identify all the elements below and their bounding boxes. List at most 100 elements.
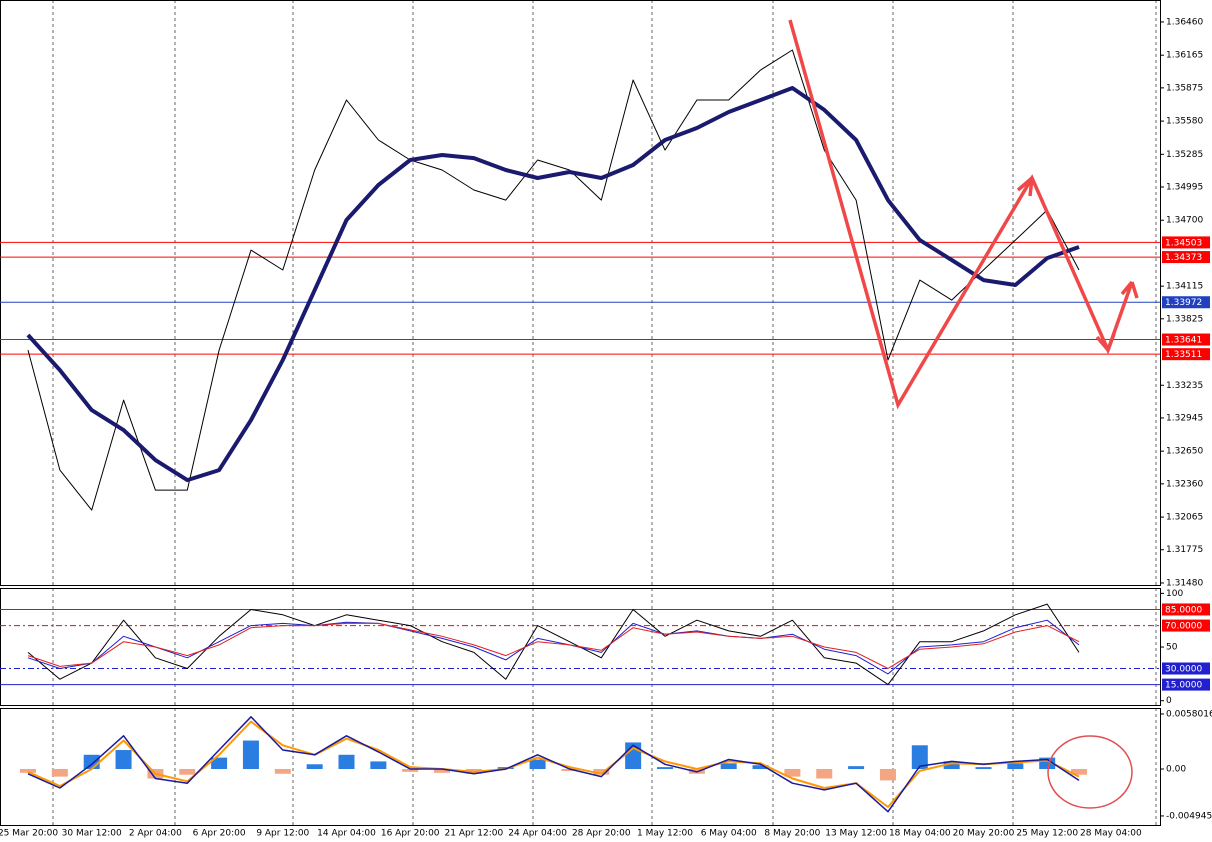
- histogram-bar: [848, 766, 865, 770]
- y-tick-label: 1.36165: [1166, 51, 1203, 61]
- x-tick-label: 8 May 20:00: [764, 829, 820, 839]
- level-tag-label: 1.33641: [1165, 336, 1202, 346]
- histogram-bar: [657, 767, 673, 770]
- x-tick-label: 24 Apr 04:00: [508, 829, 567, 839]
- level-tag: 1.34503: [1162, 236, 1210, 249]
- level-tag: 1.33972: [1162, 296, 1210, 309]
- x-tick-label: 25 Mar 20:00: [0, 829, 58, 839]
- pane-frame: [0, 0, 1161, 586]
- y-tick-label: 100: [1166, 589, 1183, 599]
- level-tag-box: [1162, 348, 1210, 361]
- y-tick-label: 1.34700: [1166, 216, 1203, 226]
- y-tick-label: 1.34995: [1166, 183, 1203, 193]
- level-tag: 1.34373: [1162, 251, 1210, 264]
- annotations: [788, 19, 1139, 809]
- level-tag: 85.0000: [1162, 603, 1210, 616]
- histogram-bar: [975, 767, 992, 770]
- series-line: [26, 86, 1080, 483]
- level-tag-box: [1162, 236, 1210, 249]
- x-tick-label: 18 May 04:00: [889, 829, 951, 839]
- y-tick-label: 1.34115: [1166, 282, 1203, 292]
- histogram-bar: [720, 763, 737, 770]
- histogram-bar: [625, 742, 642, 770]
- y-tick-label: 0: [1166, 696, 1172, 706]
- y-tick-label: 0.0058016: [1166, 709, 1212, 719]
- x-tick-label: 25 May 12:00: [1016, 829, 1078, 839]
- y-tick-label: 1.32650: [1166, 447, 1203, 457]
- level-tag-label: 1.33511: [1165, 350, 1202, 360]
- level-tag-label: 15.0000: [1165, 681, 1202, 691]
- x-tick-label: 1 May 12:00: [637, 829, 693, 839]
- histogram-bar: [306, 764, 323, 770]
- level-tag-label: 1.34503: [1165, 238, 1202, 248]
- level-tag: 1.33511: [1162, 348, 1210, 361]
- y-tick-label: 0.00: [1166, 765, 1186, 775]
- histogram-bar: [211, 757, 228, 770]
- x-tick-label: 20 May 20:00: [953, 829, 1015, 839]
- level-tag-label: 30.0000: [1165, 665, 1202, 675]
- histogram-bar: [51, 769, 68, 777]
- histogram-bar: [593, 769, 610, 775]
- x-tick-label: 2 Apr 04:00: [129, 829, 182, 839]
- histogram-bar: [1007, 763, 1024, 770]
- histogram-bar: [752, 765, 769, 770]
- arrow-heads: [1016, 176, 1139, 352]
- y-tick-label: 1.31775: [1166, 545, 1203, 555]
- y-tick-label: 1.33235: [1166, 381, 1203, 391]
- x-tick-label: 21 Apr 12:00: [445, 829, 504, 839]
- level-tag-box: [1162, 603, 1210, 616]
- y-tick-label: 1.36460: [1166, 17, 1203, 27]
- x-tick-label: 6 Apr 20:00: [193, 829, 246, 839]
- x-tick-label: 13 May 12:00: [825, 829, 887, 839]
- x-tick-label: 16 Apr 20:00: [381, 829, 440, 839]
- pane-frame: [0, 708, 1161, 826]
- level-tag-box: [1162, 662, 1210, 675]
- level-tag: 1.33641: [1162, 333, 1210, 346]
- level-tag-box: [1162, 296, 1210, 309]
- y-tick-label: 1.32065: [1166, 513, 1203, 523]
- histogram-bar: [83, 754, 100, 770]
- level-tag-label: 1.33972: [1165, 298, 1202, 308]
- histogram-bar: [943, 761, 960, 770]
- histogram-bar: [115, 750, 132, 770]
- y-tick-label: 1.32360: [1166, 479, 1203, 489]
- x-tick-label: 28 May 04:00: [1080, 829, 1142, 839]
- level-tag: 15.0000: [1162, 678, 1210, 691]
- x-tick-label: 28 Apr 20:00: [572, 829, 631, 839]
- level-tag-label: 1.34373: [1165, 253, 1202, 263]
- level-tag-box: [1162, 251, 1210, 264]
- level-tag-box: [1162, 619, 1210, 632]
- histogram-bar: [402, 769, 419, 772]
- histogram-bar: [20, 769, 36, 773]
- y-tick-label: -0.004945: [1166, 811, 1212, 821]
- histogram-bar: [816, 769, 833, 779]
- histogram-bar: [784, 769, 801, 777]
- level-tag-label: 70.0000: [1165, 622, 1202, 632]
- level-tag-label: 85.0000: [1165, 605, 1202, 615]
- histogram-bar: [1071, 769, 1088, 775]
- y-tick-label: 1.35875: [1166, 83, 1203, 93]
- x-tick-label: 9 Apr 12:00: [256, 829, 309, 839]
- y-tick-label: 1.35285: [1166, 150, 1203, 160]
- level-tag: 30.0000: [1162, 662, 1210, 675]
- histogram-bar: [242, 740, 259, 770]
- x-tick-label: 6 May 04:00: [701, 829, 757, 839]
- histogram-bar: [370, 761, 387, 770]
- histogram-bar: [911, 745, 928, 770]
- x-tick-label: 14 Apr 04:00: [317, 829, 376, 839]
- histogram-bar: [529, 759, 546, 770]
- histogram-bar: [434, 769, 451, 773]
- level-tag: 70.0000: [1162, 619, 1210, 632]
- series-line: [27, 49, 1080, 511]
- series-line: [27, 603, 1080, 686]
- y-tick-label: 1.35580: [1166, 117, 1203, 127]
- x-tick-label: 30 Mar 12:00: [62, 829, 122, 839]
- series-line: [27, 622, 1080, 669]
- y-tick-label: 50: [1166, 643, 1178, 653]
- histogram-bar: [274, 769, 291, 774]
- histogram-bar: [879, 769, 896, 781]
- histogram-bar: [561, 769, 578, 771]
- histogram-bar: [179, 769, 196, 775]
